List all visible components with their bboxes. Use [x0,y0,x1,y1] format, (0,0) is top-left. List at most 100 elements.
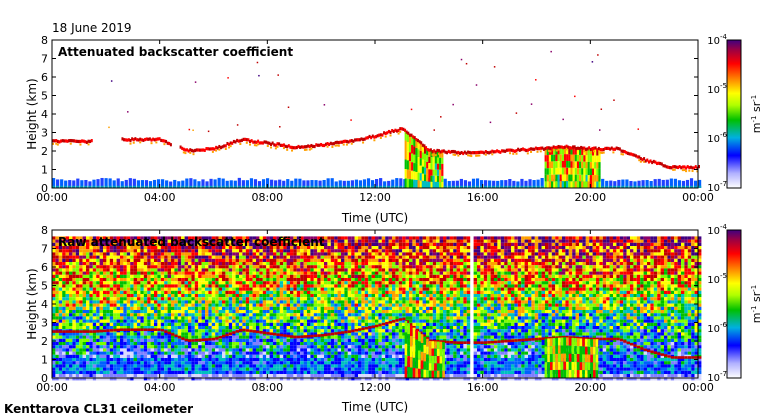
raw-cell [320,262,324,266]
raw-cell [249,242,253,246]
raw-cell [239,297,243,301]
raw-cell [69,306,73,310]
surface-layer-cell [492,180,496,188]
raw-cell [130,287,134,291]
raw-cell [75,271,80,275]
raw-cell [266,377,270,381]
raw-cloud-cell [201,338,205,342]
precip-cell [436,163,440,170]
raw-cell [86,332,90,336]
raw-cell [113,294,117,298]
raw-cell [222,252,226,256]
raw-cell [126,287,131,291]
raw-cell [317,306,321,310]
raw-cell [181,377,185,381]
surface-layer-cell [132,178,136,188]
raw-cell [137,271,141,275]
raw-cell [140,335,144,339]
raw-cell [160,338,165,342]
cloud-cell [357,138,360,142]
cloud-cell [421,143,424,147]
raw-cell [65,310,69,314]
raw-cell [55,236,59,240]
raw-cell [262,268,267,272]
raw-cell [133,271,137,275]
cloud-cell [639,157,642,161]
raw-cell [86,239,90,243]
raw-cell [249,252,253,256]
raw-cell [89,236,93,240]
raw-cell [109,338,114,342]
raw-cell [137,294,141,298]
raw-cell [72,316,76,320]
raw-cell [89,265,93,269]
raw-cell [313,290,318,294]
raw-cell [296,290,301,294]
raw-cell [177,329,182,333]
raw-cell [106,351,110,355]
cloud-cell [371,134,374,138]
raw-cell [79,294,83,298]
raw-cell [65,306,69,310]
raw-cell [181,255,185,259]
raw-cell [290,342,294,346]
raw-cell [286,278,290,282]
raw-cell [279,306,284,310]
raw-cell [198,364,202,368]
raw-cell [58,239,63,243]
raw-cell [222,271,226,275]
raw-cell [303,290,307,294]
raw-cell [300,303,304,307]
raw-cell [201,374,205,378]
raw-cell [69,348,73,352]
raw-cell [194,370,199,374]
raw-cell [307,358,311,362]
raw-cell [89,294,93,298]
raw-cell [99,351,103,355]
cloud-cell [630,152,633,156]
raw-cell [140,303,144,307]
raw-cell [232,278,236,282]
raw-cell [262,367,267,371]
raw-cell [324,287,328,291]
raw-cell [245,374,250,378]
raw-cell [65,246,69,250]
raw-cell [208,374,212,378]
raw-cell [303,265,307,269]
surface-layer-cell [221,185,225,188]
raw-cell [113,322,117,326]
cloud-cell [492,150,495,154]
raw-cell [262,287,267,291]
raw-cell [92,370,97,374]
cloud-cell [521,147,524,151]
raw-cell [89,310,93,314]
cloud-cell [158,137,161,141]
raw-cell [86,303,90,307]
cloud-cell [567,145,570,149]
raw-cell [116,335,120,339]
raw-cell [157,345,161,349]
cloud-cell [163,139,166,143]
cloud-cell [644,159,647,163]
raw-cell [215,290,219,294]
precip-cell [415,155,418,164]
raw-cell [75,367,80,371]
raw-cell [154,255,158,259]
raw-cloud-cell [92,330,97,333]
raw-cell [225,345,229,349]
raw-cell [52,274,56,278]
raw-cell [174,345,178,349]
cloud-cell [436,148,439,153]
raw-cell [188,364,192,368]
raw-cell [245,258,250,262]
raw-cell [177,377,182,381]
raw-cell [201,300,205,304]
surface-layer-cell [205,181,209,188]
raw-cell [290,278,294,282]
raw-cell [303,262,307,266]
raw-cloud-cell [116,328,120,332]
raw-cell [262,271,267,275]
precip-cell [404,169,407,179]
raw-cell [273,246,277,250]
